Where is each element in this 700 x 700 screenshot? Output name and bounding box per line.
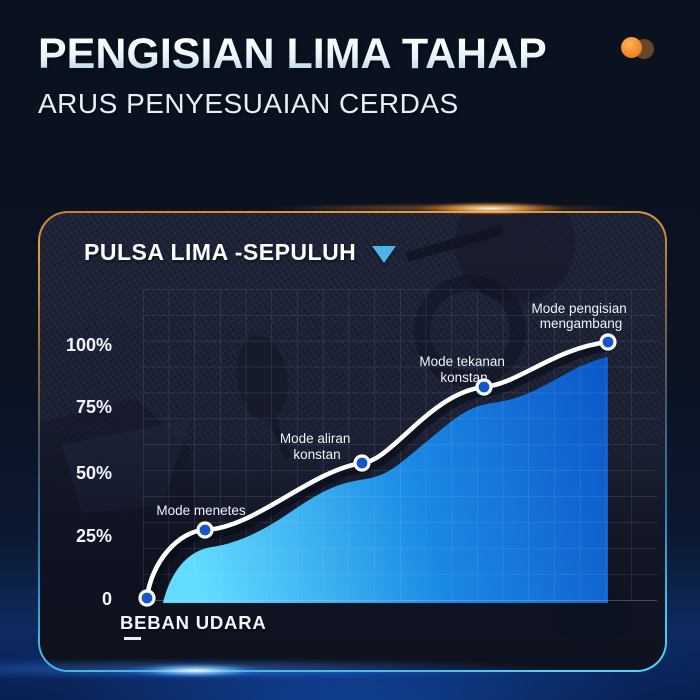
y-tick-25: 25% bbox=[76, 526, 112, 546]
y-tick-100: 100% bbox=[66, 335, 112, 355]
y-tick-75: 75% bbox=[76, 397, 112, 417]
stage-label-pengisian: Mode pengisian mengambang bbox=[531, 301, 630, 331]
y-tick-50: 50% bbox=[76, 463, 112, 483]
page-subtitle: ARUS PENYESUAIAN CERDAS bbox=[38, 88, 459, 119]
data-point-marker-4 bbox=[599, 333, 617, 351]
data-point-marker-3 bbox=[475, 378, 493, 396]
stage-label-tekanan: Mode tekanan konstan bbox=[419, 354, 508, 385]
dropdown-triangle-icon[interactable] bbox=[372, 245, 397, 263]
chart-card-inner: PULSA LIMA -SEPULUH bbox=[40, 213, 665, 670]
charging-curve-chart: 100% 75% 50% 25% 0 Mode menetes Mode ali… bbox=[66, 289, 657, 609]
data-point-marker-2 bbox=[353, 454, 371, 472]
data-point-marker-1 bbox=[196, 521, 214, 539]
x-axis-label: BEBAN UDARA bbox=[120, 612, 267, 633]
page-title: PENGISIAN LIMA TAHAP bbox=[38, 30, 547, 78]
chart-title-row: PULSA LIMA -SEPULUH bbox=[84, 239, 397, 266]
x-axis-underline bbox=[124, 637, 141, 640]
data-point-marker-0 bbox=[138, 589, 156, 607]
chart-card: PULSA LIMA -SEPULUH bbox=[38, 211, 667, 672]
y-tick-0: 0 bbox=[102, 589, 112, 609]
chart-title: PULSA LIMA -SEPULUH bbox=[84, 239, 357, 265]
stage-label-menetes: Mode menetes bbox=[156, 503, 246, 518]
orange-dot-icon bbox=[621, 37, 642, 58]
stage-label-aliran: Mode aliran konstan bbox=[280, 431, 354, 462]
